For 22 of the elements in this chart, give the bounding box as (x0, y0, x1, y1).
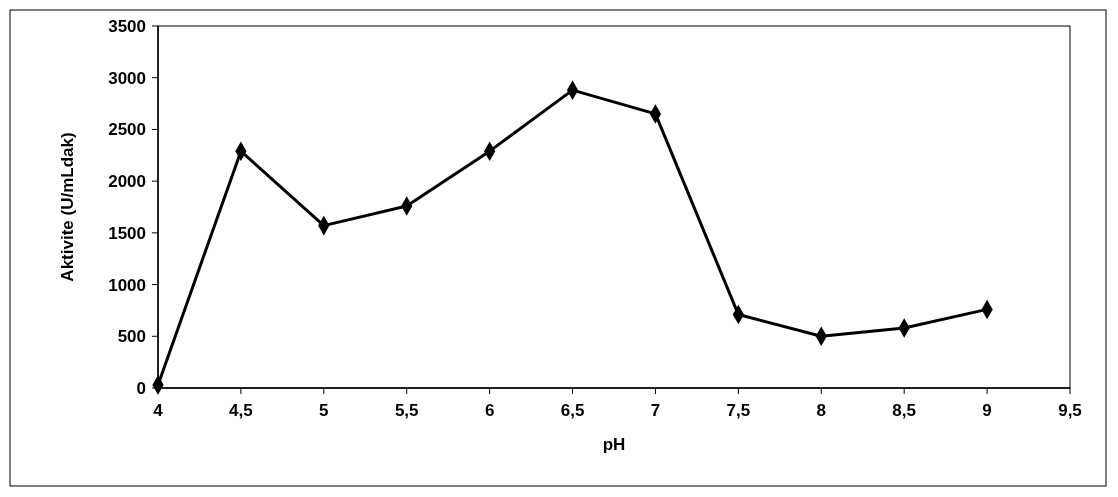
x-tick-label: 8 (816, 401, 827, 420)
y-tick-label: 3000 (108, 68, 146, 88)
x-tick-label: 4,5 (229, 401, 253, 420)
y-tick-label: 2000 (108, 172, 146, 192)
y-tick-label: 1500 (108, 223, 146, 243)
x-tick-label: 8,5 (892, 401, 916, 420)
x-tick-label: 7 (650, 401, 661, 420)
y-tick-label: 1000 (108, 275, 146, 295)
y-axis-title: Aktivite (U/mLdak) (58, 132, 77, 282)
x-tick-label: 5,5 (394, 401, 419, 420)
x-tick-label: 9,5 (1058, 401, 1082, 420)
y-tick-label: 3500 (108, 16, 146, 36)
x-tick-label: 4 (153, 401, 164, 420)
x-tick-label: 7,5 (726, 401, 751, 420)
x-tick-label: 6,5 (560, 401, 585, 420)
x-tick-label: 6 (484, 401, 495, 420)
y-tick-label: 2500 (108, 120, 146, 140)
x-tick-label: 5 (319, 401, 329, 420)
x-axis-title: pH (602, 435, 626, 454)
y-tick-label: 500 (117, 327, 146, 347)
y-tick-label: 0 (136, 378, 146, 398)
x-tick-label: 9 (982, 401, 992, 420)
